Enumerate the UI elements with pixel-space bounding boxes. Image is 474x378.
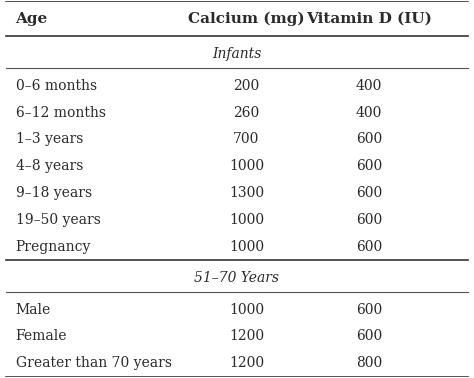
Text: Male: Male [16, 303, 51, 317]
Text: 1000: 1000 [229, 213, 264, 227]
Text: 600: 600 [356, 159, 382, 173]
Text: Calcium (mg): Calcium (mg) [188, 12, 305, 26]
Text: 400: 400 [356, 79, 382, 93]
Text: 600: 600 [356, 330, 382, 344]
Text: 800: 800 [356, 356, 382, 370]
Text: 700: 700 [233, 132, 260, 147]
Text: Pregnancy: Pregnancy [16, 240, 91, 254]
Text: 600: 600 [356, 240, 382, 254]
Text: Age: Age [16, 12, 48, 26]
Text: 1000: 1000 [229, 240, 264, 254]
Text: 9–18 years: 9–18 years [16, 186, 91, 200]
Text: 600: 600 [356, 132, 382, 147]
Text: 1300: 1300 [229, 186, 264, 200]
Text: 19–50 years: 19–50 years [16, 213, 100, 227]
Text: Greater than 70 years: Greater than 70 years [16, 356, 172, 370]
Text: 0–6 months: 0–6 months [16, 79, 97, 93]
Text: Female: Female [16, 330, 67, 344]
Text: 1200: 1200 [229, 330, 264, 344]
Text: 1000: 1000 [229, 159, 264, 173]
Text: 600: 600 [356, 303, 382, 317]
Text: 6–12 months: 6–12 months [16, 106, 106, 120]
Text: Infants: Infants [212, 47, 262, 61]
Text: 51–70 Years: 51–70 Years [194, 271, 280, 285]
Text: 600: 600 [356, 186, 382, 200]
Text: 4–8 years: 4–8 years [16, 159, 83, 173]
Text: Vitamin D (IU): Vitamin D (IU) [306, 12, 432, 26]
Text: 1–3 years: 1–3 years [16, 132, 83, 147]
Text: 600: 600 [356, 213, 382, 227]
Text: 200: 200 [233, 79, 260, 93]
Text: 1200: 1200 [229, 356, 264, 370]
Text: 260: 260 [233, 106, 260, 120]
Text: 1000: 1000 [229, 303, 264, 317]
Text: 400: 400 [356, 106, 382, 120]
